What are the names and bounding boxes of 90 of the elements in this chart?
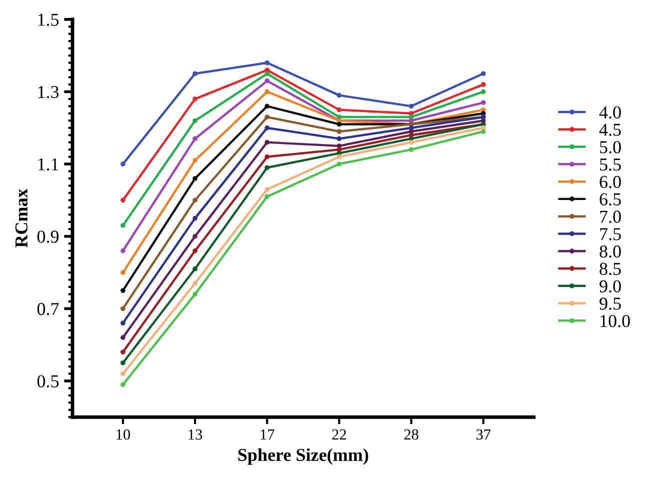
point [192,216,198,221]
point [120,270,126,275]
point [120,306,126,312]
legend-label: 6.5 [600,193,621,206]
legend-label: 7.5 [600,228,621,240]
point [264,165,270,170]
point [336,122,342,127]
x-tick-label: 22 [332,429,346,440]
legend-label: 9.5 [600,298,621,310]
point [408,140,414,145]
point [336,144,342,148]
y-tick-label: 1.1 [38,158,58,171]
point [480,129,486,134]
x-tick-label: 17 [260,429,274,440]
x-tick-label: 10 [116,429,130,440]
legend-label: 4.5 [599,124,621,136]
point [264,68,270,72]
point [192,118,198,124]
y-tick-label: 0.7 [37,302,59,316]
point [120,248,126,254]
y-tick-label: 0.5 [37,375,59,388]
point [408,104,414,109]
legend-label: 8.0 [600,245,621,258]
legend-label: 10.0 [600,314,630,328]
legend-label: 9.0 [600,280,621,292]
point [264,140,270,145]
point [120,223,126,228]
point [192,71,198,76]
y-tick-label: 0.9 [37,230,59,243]
point [192,266,198,272]
point [264,60,270,66]
point [336,154,342,160]
point [408,129,414,134]
point [336,107,342,112]
point [264,194,270,199]
point [192,136,198,142]
point [120,198,126,203]
point [264,114,270,120]
point [408,110,414,116]
point [192,280,198,286]
legend-label: 5.0 [600,141,621,154]
point [264,71,270,76]
point [192,198,198,203]
point [480,89,486,94]
point [192,234,198,239]
point [120,320,126,326]
legend-label: 4.0 [599,106,621,119]
legend-label: 8.5 [600,262,621,276]
y-tick-label: 1.5 [38,14,59,26]
point [408,114,414,120]
point [480,125,486,130]
x-axis-title: Sphere Size(mm) [238,448,368,465]
x-tick-label: 37 [476,429,491,440]
point [480,82,486,87]
y-axis-title: RCmax [15,188,28,248]
x-tick-label: 28 [404,429,418,440]
point [264,186,270,192]
point [480,110,486,116]
point [264,104,270,109]
point [408,125,414,130]
point [480,71,486,76]
point [336,147,342,152]
point [408,147,414,152]
point [336,129,342,134]
point [336,162,342,166]
point [120,371,126,376]
legend-label: 5.5 [600,158,621,171]
point [120,162,126,166]
point [336,136,342,142]
point [480,100,486,105]
point [192,96,198,102]
point [336,114,342,120]
point [192,158,198,163]
x-tick-label: 13 [188,429,202,440]
legend-label: 7.0 [600,210,621,223]
y-tick-label: 1.3 [38,86,59,98]
point [192,292,198,297]
point [336,92,342,98]
point [264,125,270,130]
point [264,78,270,84]
point [264,154,270,160]
point [120,382,126,387]
point [120,360,126,366]
legend-label: 6.0 [600,176,621,188]
point [120,288,126,293]
point [120,350,126,354]
point [120,335,126,340]
point [192,248,198,254]
point [264,89,270,94]
point [192,176,198,181]
